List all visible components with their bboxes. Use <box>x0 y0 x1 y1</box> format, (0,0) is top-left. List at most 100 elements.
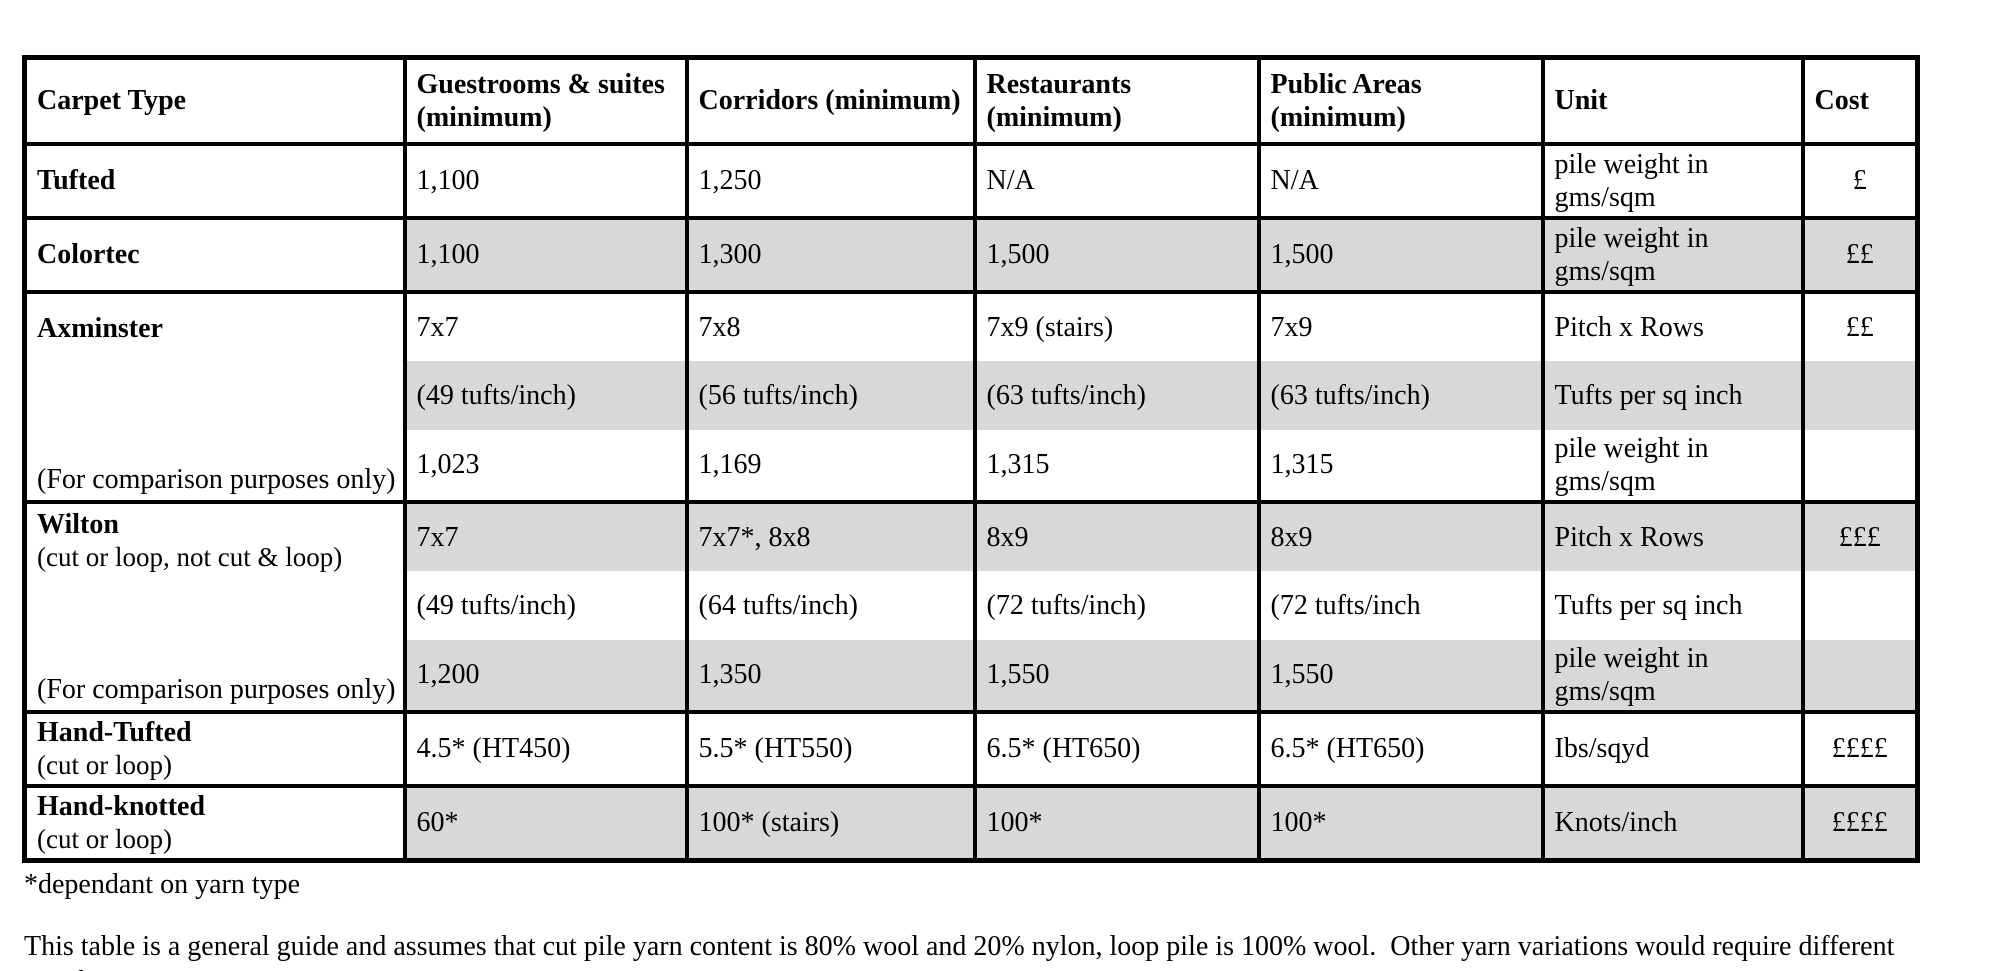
carpet-type-subtext: (cut or loop, not cut & loop) <box>37 541 343 572</box>
unit-cell: Tufts per sq inch <box>1540 570 1805 640</box>
table-cell: (56 tufts/inch) <box>684 360 977 430</box>
unit-cell: Tufts per sq inch <box>1540 360 1805 430</box>
cost-cell: £ <box>1800 141 1920 220</box>
row-label-colortec: Colortec <box>22 215 407 294</box>
carpet-type-subtext: (cut or loop) <box>37 823 172 854</box>
table-cell: (72 tufts/inch <box>1256 570 1545 640</box>
cost-cell: ££££ <box>1800 783 1920 862</box>
unit-cell: Ibs/sqyd <box>1540 709 1805 788</box>
table-cell: (49 tufts/inch) <box>402 570 689 640</box>
table-cell: 7x7 <box>402 289 689 361</box>
table-cell: 1,500 <box>1256 215 1545 294</box>
carpet-type-subtext: (cut or loop) <box>37 749 172 780</box>
carpet-spec-table: Carpet Type Guestrooms & suites (minimum… <box>22 55 1920 863</box>
table-cell: 6.5* (HT650) <box>1256 709 1545 788</box>
table-cell: 1,315 <box>972 429 1261 502</box>
column-header-corridors: Corridors (minimum) <box>684 55 977 146</box>
table-cell: 7x8 <box>684 289 977 361</box>
table-cell: 1,315 <box>1256 429 1545 502</box>
table-row-hand-tufted: Hand-Tufted (cut or loop) 4.5* (HT450) 5… <box>22 709 1920 788</box>
group-label-bottom: (For comparison purposes only) <box>37 673 396 705</box>
table-row-axminster-2: (49 tufts/inch) (56 tufts/inch) (63 tuft… <box>25 360 1920 430</box>
table-cell: 7x9 (stairs) <box>972 289 1261 361</box>
row-label-hand-tufted: Hand-Tufted (cut or loop) <box>22 709 407 788</box>
table-cell: 1,100 <box>402 215 689 294</box>
table-cell: 1,300 <box>684 215 977 294</box>
group-label-top: Axminster <box>37 296 393 345</box>
unit-cell: pile weight in gms/sqm <box>1540 429 1805 502</box>
table-cell: 100* (stairs) <box>684 783 977 862</box>
unit-cell: Pitch x Rows <box>1540 289 1805 361</box>
unit-cell: pile weight in gms/sqm <box>1540 639 1805 712</box>
table-cell: 7x7 <box>402 499 689 571</box>
carpet-type-name: Wilton <box>37 508 119 540</box>
column-header-unit: Unit <box>1540 55 1805 146</box>
table-cell: 1,100 <box>402 141 689 220</box>
column-header-guestrooms: Guestrooms & suites (minimum) <box>402 55 689 146</box>
table-row-tufted: Tufted 1,100 1,250 N/A N/A pile weight i… <box>22 141 1920 220</box>
cost-cell: ££ <box>1800 215 1920 294</box>
table-cell: 1,350 <box>684 639 977 712</box>
table-cell: 5.5* (HT550) <box>684 709 977 788</box>
cost-cell: £££ <box>1800 499 1920 571</box>
table-cell: (63 tufts/inch) <box>972 360 1261 430</box>
table-cell: 100* <box>972 783 1261 862</box>
carpet-type-name: Tufted <box>37 165 116 196</box>
unit-cell: pile weight in gms/sqm <box>1540 215 1805 294</box>
cost-cell: ££££ <box>1800 709 1920 788</box>
carpet-type-name: Hand-knotted <box>37 790 206 822</box>
table-row-wilton-2: (49 tufts/inch) (64 tufts/inch) (72 tuft… <box>25 570 1920 640</box>
table-cell: N/A <box>972 141 1261 220</box>
table-row-axminster-3: 1,023 1,169 1,315 1,315 pile weight in g… <box>25 429 1920 502</box>
row-label-axminster: Axminster (For comparison purposes only) <box>22 289 407 502</box>
table-cell: (72 tufts/inch) <box>972 570 1261 640</box>
table-cell: 1,550 <box>1256 639 1545 712</box>
table-cell: 8x9 <box>1256 499 1545 571</box>
cost-cell <box>1800 639 1920 712</box>
group-label-bottom: (For comparison purposes only) <box>37 463 396 495</box>
table-cell: 1,250 <box>684 141 977 220</box>
row-label-wilton: Wilton (cut or loop, not cut & loop) (Fo… <box>22 499 407 712</box>
unit-cell: Pitch x Rows <box>1540 499 1805 571</box>
column-header-cost: Cost <box>1800 55 1920 146</box>
cost-cell: ££ <box>1800 289 1920 361</box>
table-cell: 1,169 <box>684 429 977 502</box>
row-label-tufted: Tufted <box>22 141 407 220</box>
column-header-carpet-type: Carpet Type <box>22 55 407 146</box>
carpet-type-name: Hand-Tufted <box>37 716 192 748</box>
column-header-public-areas: Public Areas (minimum) <box>1256 55 1545 146</box>
table-cell: 1,550 <box>972 639 1261 712</box>
row-label-hand-knotted: Hand-knotted (cut or loop) <box>22 783 407 862</box>
table-row-colortec: Colortec 1,100 1,300 1,500 1,500 pile we… <box>22 215 1920 294</box>
table-row-axminster-1: Axminster (For comparison purposes only)… <box>22 289 1920 502</box>
cost-cell <box>1800 429 1920 502</box>
table-cell: 60* <box>402 783 689 862</box>
table-cell: 100* <box>1256 783 1545 862</box>
table-cell: 4.5* (HT450) <box>402 709 689 788</box>
group-label-top: Wilton (cut or loop, not cut & loop) <box>37 506 393 574</box>
table-cell: 8x9 <box>972 499 1261 571</box>
table-cell: (63 tufts/inch) <box>1256 360 1545 430</box>
header-row: Carpet Type Guestrooms & suites (minimum… <box>22 55 1920 146</box>
table-cell: 1,200 <box>402 639 689 712</box>
table-cell: 7x7*, 8x8 <box>684 499 977 571</box>
cost-cell <box>1800 360 1920 430</box>
table-row-wilton-3: 1,200 1,350 1,550 1,550 pile weight in g… <box>25 639 1920 712</box>
table-cell: 6.5* (HT650) <box>972 709 1261 788</box>
table-cell: 1,500 <box>972 215 1261 294</box>
table-cell: (49 tufts/inch) <box>402 360 689 430</box>
cost-cell <box>1800 570 1920 640</box>
table-cell: N/A <box>1256 141 1545 220</box>
table-cell: (64 tufts/inch) <box>684 570 977 640</box>
general-guide-note: This table is a general guide and assume… <box>24 930 1895 971</box>
unit-cell: pile weight in gms/sqm <box>1540 141 1805 220</box>
table-row-wilton-1: Wilton (cut or loop, not cut & loop) (Fo… <box>22 499 1920 712</box>
unit-cell: Knots/inch <box>1540 783 1805 862</box>
carpet-type-name: Axminster <box>37 312 163 344</box>
table-cell: 1,023 <box>402 429 689 502</box>
column-header-restaurants: Restaurants (minimum) <box>972 55 1261 146</box>
table-cell: 7x9 <box>1256 289 1545 361</box>
carpet-type-name: Colortec <box>37 239 140 270</box>
footnote-dependant-on-yarn-type: *dependant on yarn type <box>24 868 301 900</box>
